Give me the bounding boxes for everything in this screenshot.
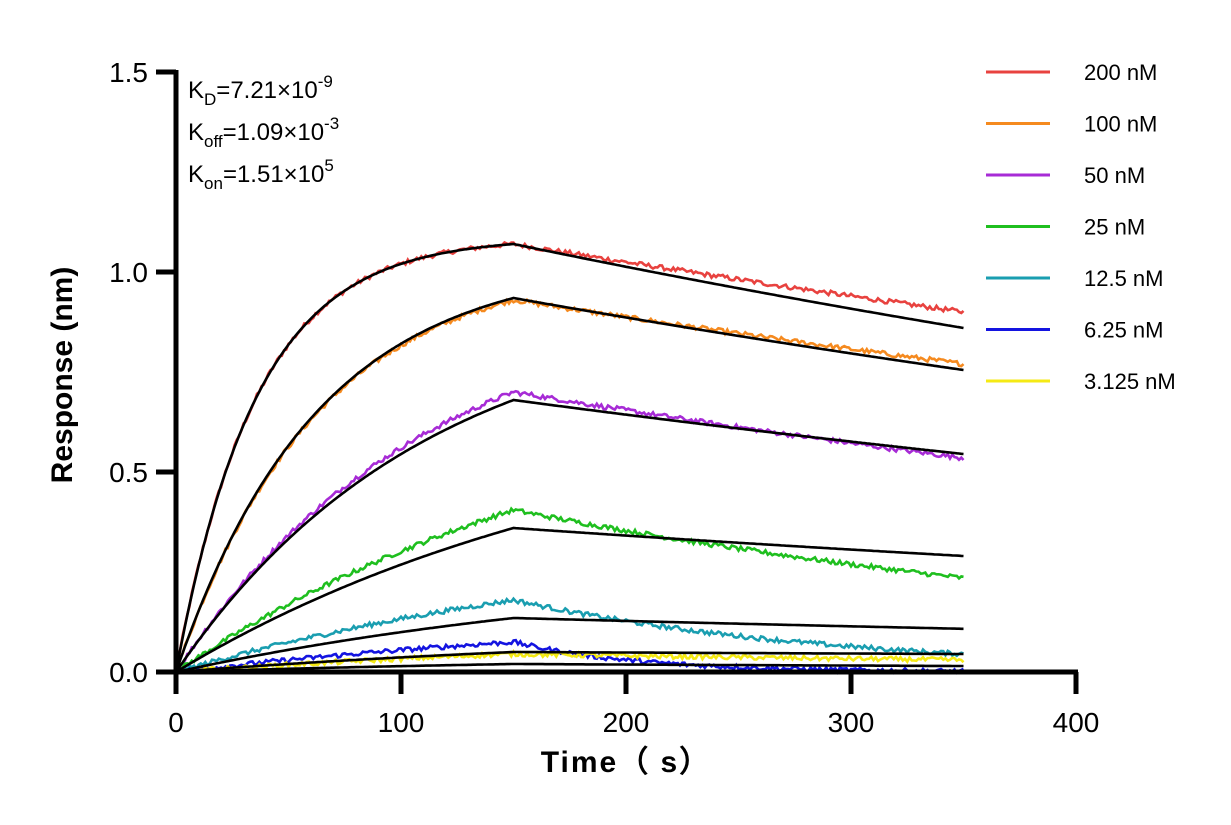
- legend: 200 nM 100 nM 50 nM 25 nM 12.5 nM 6.25 nM 3.12…: [986, 60, 1176, 394]
- fit-line-25-nM: [175, 526, 964, 674]
- plot-area: [174, 240, 965, 675]
- kinetic-constants: KD=7.21×10-9 Koff=1.09×10-3 Kon=1.51×105: [188, 72, 339, 193]
- fit-line-3_125-nM: [175, 662, 964, 674]
- series-line-100-nM: [174, 297, 965, 674]
- legend-label: 100 nM: [1084, 112, 1157, 137]
- fit-line-12_5-nM: [175, 616, 964, 674]
- y-axis-title: Response (nm): [46, 267, 79, 484]
- x-tick-label: 100: [378, 707, 425, 738]
- kon-annotation: Kon=1.51×105: [188, 156, 334, 193]
- y-tick-label: 1.0: [109, 257, 148, 288]
- fit-line-6_25-nM: [175, 650, 964, 674]
- x-tick-label: 300: [828, 707, 875, 738]
- y-tick-label: 0.0: [109, 657, 148, 688]
- legend-label: 50 nM: [1084, 163, 1145, 188]
- x-tick-label: 0: [168, 707, 184, 738]
- fit-line-100-nM: [174, 296, 964, 673]
- y-ticks: 0.0 0.5 1.0 1.5: [109, 57, 176, 688]
- fit-line-200-nM: [174, 242, 964, 673]
- y-tick-label: 1.5: [109, 57, 148, 88]
- legend-label: 12.5 nM: [1084, 266, 1164, 291]
- x-tick-label: 400: [1053, 707, 1100, 738]
- x-tick-label: 200: [603, 707, 650, 738]
- y-tick-label: 0.5: [109, 457, 148, 488]
- kd-annotation: KD=7.21×10-9: [188, 72, 333, 109]
- fit-line-50-nM: [174, 398, 964, 673]
- koff-annotation: Koff=1.09×10-3: [188, 114, 339, 151]
- series-line-12_5-nM: [175, 596, 964, 674]
- legend-label: 6.25 nM: [1084, 318, 1164, 343]
- x-axis-title: Time（ s）: [541, 745, 712, 779]
- legend-label: 25 nM: [1084, 215, 1145, 240]
- x-ticks: 0 100 200 300 400: [168, 672, 1099, 738]
- series-line-25-nM: [175, 506, 964, 674]
- legend-label: 200 nM: [1084, 60, 1157, 85]
- legend-label: 3.125 nM: [1084, 369, 1176, 394]
